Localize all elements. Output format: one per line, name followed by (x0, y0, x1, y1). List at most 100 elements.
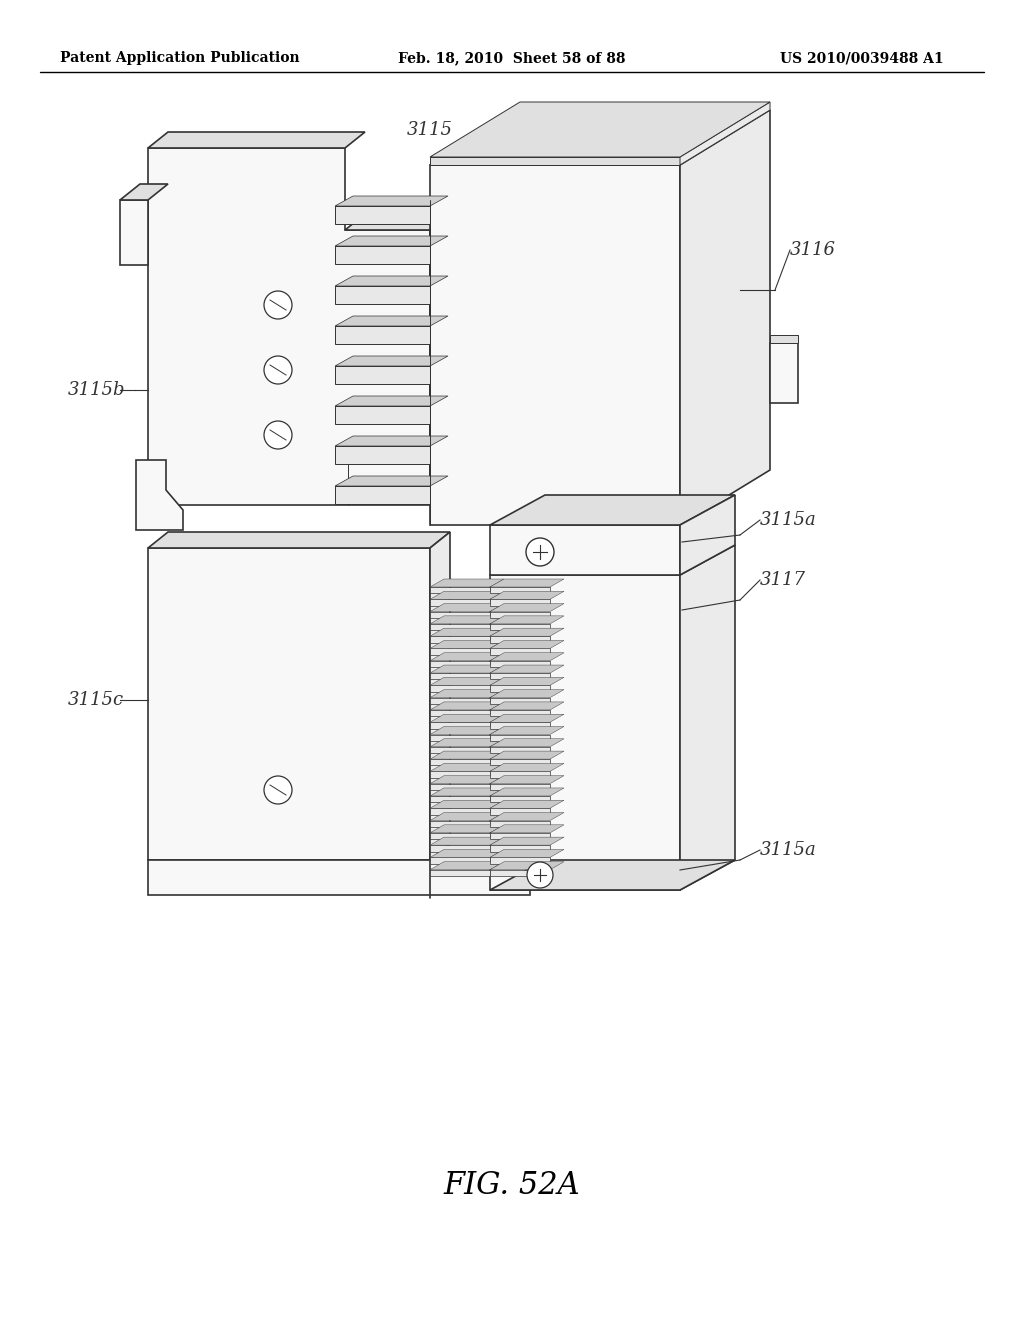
Polygon shape (148, 861, 530, 895)
Polygon shape (430, 616, 504, 624)
Polygon shape (490, 653, 564, 661)
Polygon shape (430, 714, 504, 722)
Polygon shape (430, 837, 504, 845)
Polygon shape (430, 157, 680, 165)
Polygon shape (430, 661, 490, 667)
Polygon shape (490, 710, 550, 717)
Polygon shape (490, 587, 550, 594)
Polygon shape (490, 858, 550, 863)
Polygon shape (430, 858, 490, 863)
Polygon shape (335, 356, 449, 366)
Polygon shape (490, 624, 550, 630)
Polygon shape (136, 459, 183, 531)
Polygon shape (430, 599, 490, 606)
Polygon shape (430, 759, 490, 766)
Text: 3115c: 3115c (68, 690, 124, 709)
Polygon shape (490, 665, 564, 673)
Polygon shape (120, 201, 148, 265)
Polygon shape (430, 771, 490, 777)
Polygon shape (430, 603, 504, 611)
Polygon shape (490, 616, 564, 624)
Polygon shape (430, 102, 770, 157)
Polygon shape (490, 599, 550, 606)
Polygon shape (680, 102, 770, 165)
Polygon shape (490, 677, 564, 685)
Polygon shape (490, 698, 550, 704)
Polygon shape (430, 722, 490, 729)
Polygon shape (430, 110, 770, 165)
Polygon shape (430, 734, 490, 741)
Polygon shape (430, 579, 504, 587)
Polygon shape (490, 726, 564, 734)
Circle shape (264, 421, 292, 449)
Polygon shape (335, 477, 449, 486)
Polygon shape (490, 640, 564, 648)
Polygon shape (430, 833, 490, 840)
Polygon shape (430, 640, 504, 648)
Polygon shape (430, 751, 504, 759)
Polygon shape (490, 636, 550, 643)
Text: 3116: 3116 (790, 242, 836, 259)
Polygon shape (335, 396, 449, 407)
Polygon shape (430, 800, 504, 808)
Polygon shape (490, 796, 550, 803)
Polygon shape (430, 214, 450, 506)
Polygon shape (430, 702, 504, 710)
Polygon shape (430, 788, 504, 796)
Polygon shape (430, 698, 490, 704)
Polygon shape (490, 603, 564, 611)
Polygon shape (490, 784, 550, 791)
Polygon shape (490, 825, 564, 833)
Polygon shape (335, 286, 430, 304)
Polygon shape (770, 342, 798, 403)
Polygon shape (490, 813, 564, 821)
Polygon shape (148, 548, 430, 861)
Polygon shape (430, 689, 504, 698)
Polygon shape (490, 734, 550, 741)
Polygon shape (120, 183, 168, 201)
Polygon shape (430, 648, 490, 655)
Polygon shape (490, 673, 550, 680)
Polygon shape (430, 532, 450, 861)
Polygon shape (335, 407, 430, 424)
Polygon shape (490, 751, 564, 759)
Text: 3115a: 3115a (760, 511, 817, 529)
Polygon shape (335, 486, 430, 504)
Polygon shape (490, 722, 550, 729)
Polygon shape (490, 776, 564, 784)
Polygon shape (490, 628, 564, 636)
Polygon shape (430, 796, 490, 803)
Text: Feb. 18, 2010  Sheet 58 of 88: Feb. 18, 2010 Sheet 58 of 88 (398, 51, 626, 65)
Polygon shape (335, 326, 430, 345)
Polygon shape (490, 661, 550, 667)
Polygon shape (430, 763, 504, 771)
Polygon shape (490, 759, 550, 766)
Polygon shape (680, 110, 770, 525)
Polygon shape (430, 591, 504, 599)
Polygon shape (430, 611, 490, 618)
Polygon shape (430, 685, 490, 692)
Polygon shape (335, 366, 430, 384)
Polygon shape (490, 845, 550, 851)
Polygon shape (430, 636, 490, 643)
Polygon shape (430, 821, 490, 826)
Polygon shape (490, 763, 564, 771)
Polygon shape (335, 315, 449, 326)
Polygon shape (148, 132, 365, 148)
Circle shape (264, 776, 292, 804)
Polygon shape (335, 195, 449, 206)
Polygon shape (490, 837, 564, 845)
Polygon shape (490, 714, 564, 722)
Polygon shape (680, 495, 735, 576)
Polygon shape (345, 214, 450, 230)
Polygon shape (490, 525, 680, 576)
Polygon shape (335, 236, 449, 246)
Polygon shape (490, 611, 550, 618)
Polygon shape (430, 870, 490, 876)
Circle shape (264, 290, 292, 319)
Polygon shape (430, 624, 490, 630)
Text: Patent Application Publication: Patent Application Publication (60, 51, 300, 65)
Polygon shape (490, 576, 680, 890)
Polygon shape (770, 334, 798, 342)
Polygon shape (490, 689, 564, 698)
